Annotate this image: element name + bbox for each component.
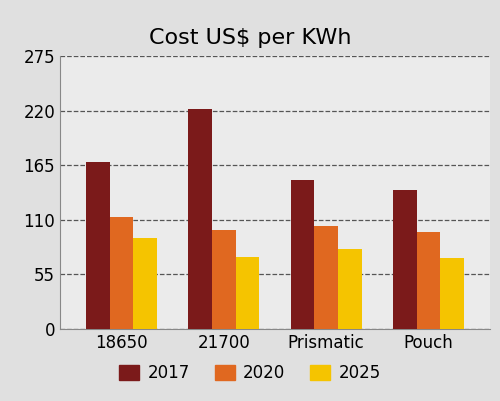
Bar <box>417 232 440 329</box>
Bar <box>314 226 338 329</box>
Legend: 2017, 2020, 2025: 2017, 2020, 2025 <box>112 357 388 389</box>
Bar <box>338 249 361 329</box>
Bar <box>236 257 259 329</box>
Bar <box>188 109 212 329</box>
Bar <box>212 230 236 329</box>
Text: Cost US$ per KWh: Cost US$ per KWh <box>149 28 351 48</box>
Bar <box>86 162 110 329</box>
Bar <box>291 180 314 329</box>
Bar <box>393 190 417 329</box>
Bar <box>440 258 464 329</box>
Bar <box>133 238 157 329</box>
Bar <box>110 217 133 329</box>
